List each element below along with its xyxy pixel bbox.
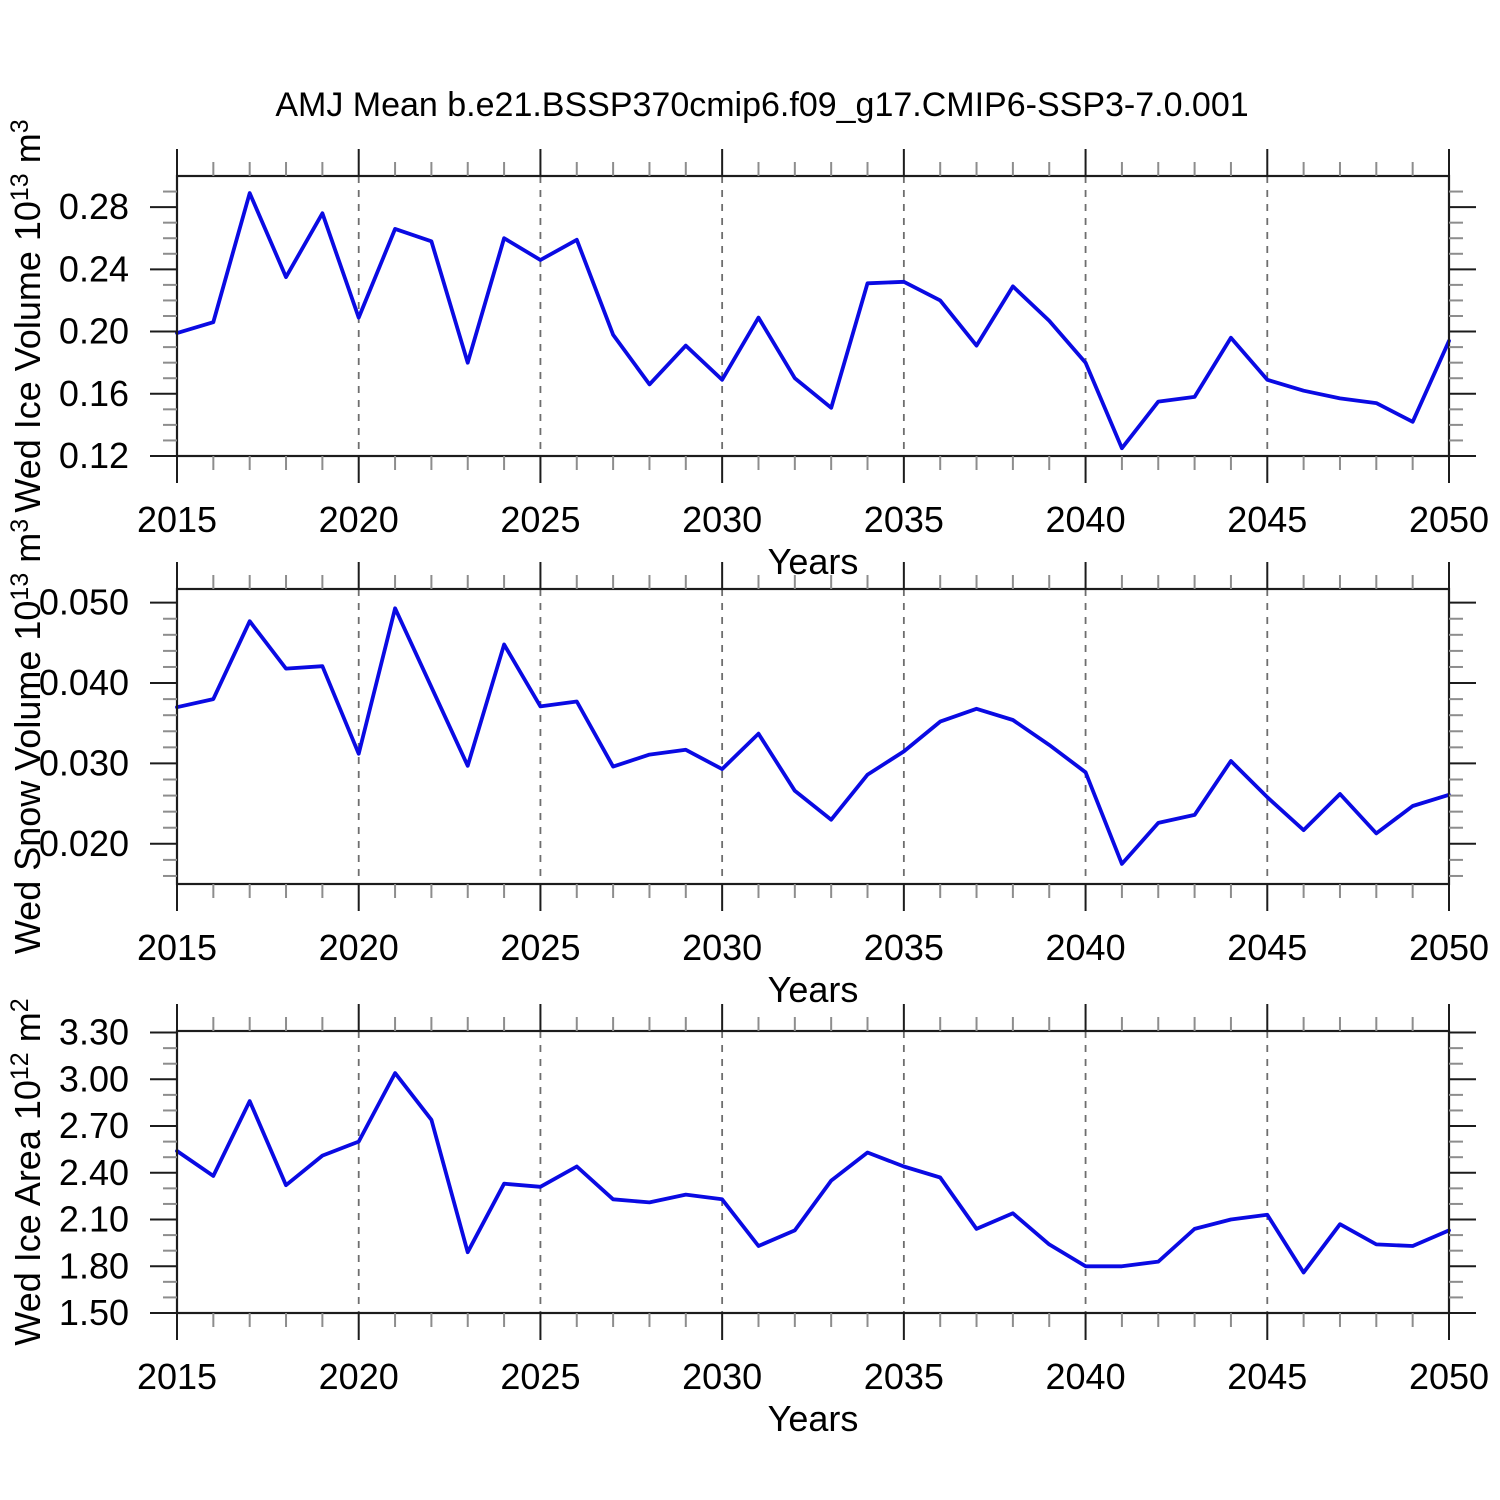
wed-ice-volume-frame	[175, 174, 1451, 458]
wed-ice-area-line	[175, 1071, 1451, 1275]
chart-title: AMJ Mean b.e21.BSSP370cmip6.f09_g17.CMIP…	[275, 86, 1249, 124]
y-tick-label: 1.50	[59, 1292, 129, 1333]
x-tick-label: 2040	[1046, 1356, 1126, 1397]
y-tick-label: 0.16	[59, 373, 129, 414]
panel-wed-ice-area: 2015 2020 2025 2030 2035 2040 2045 2050 1.50 1.80…	[6, 998, 1489, 1439]
y-tick-label: 0.20	[59, 311, 129, 352]
wed-snow-volume-frame	[175, 587, 1451, 886]
y-tick-label: 2.40	[59, 1152, 129, 1193]
x-tick-label: 2050	[1409, 927, 1489, 968]
y-tick-label: 0.28	[59, 186, 129, 227]
x-tick-label: 2030	[682, 927, 762, 968]
x-tick-label: 2045	[1227, 1356, 1307, 1397]
x-tick-label: 2045	[1227, 499, 1307, 540]
wed-ice-area-frame	[175, 1029, 1451, 1315]
x-tick-label: 2015	[137, 499, 217, 540]
y-tick-label: 2.70	[59, 1105, 129, 1146]
y-tick-label: 1.80	[59, 1245, 129, 1286]
x-tick-label: 2020	[319, 927, 399, 968]
y-tick-label: 3.00	[59, 1058, 129, 1099]
wed-ice-volume-line	[175, 191, 1451, 451]
x-tick-label: 2020	[319, 1356, 399, 1397]
y-tick-label: 0.12	[59, 435, 129, 476]
y-axis-label: Wed Snow Volume 1013 m3	[6, 519, 48, 954]
x-tick-label: 2030	[682, 1356, 762, 1397]
x-tick-label: 2015	[137, 927, 217, 968]
x-tick-label: 2020	[319, 499, 399, 540]
y-axis-label: Wed Ice Area 1012 m2	[6, 998, 48, 1345]
x-tick-label: 2015	[137, 1356, 217, 1397]
wed-snow-volume-line	[175, 606, 1451, 866]
x-tick-label: 2030	[682, 499, 762, 540]
y-tick-label: 2.10	[59, 1199, 129, 1240]
x-tick-label: 2045	[1227, 927, 1307, 968]
x-axis-label: Years	[768, 541, 859, 582]
y-tick-label: 0.020	[39, 823, 129, 864]
panel-wed-ice-volume: 2015 2020 2025 2030 2035 2040 2045 2050 0.12 0.16…	[6, 119, 1489, 582]
y-tick-label: 0.050	[39, 582, 129, 623]
x-tick-label: 2025	[500, 499, 580, 540]
y-axis-label: Wed Ice Volume 1013 m3	[6, 119, 48, 512]
y-tick-label: 3.30	[59, 1012, 129, 1053]
panel-wed-snow-volume: 2015 2020 2025 2030 2035 2040 2045 2050 0.020 0.0…	[6, 519, 1489, 1010]
y-tick-label: 0.24	[59, 248, 129, 289]
x-tick-label: 2025	[500, 1356, 580, 1397]
x-axis-label: Years	[768, 1398, 859, 1439]
x-tick-label: 2050	[1409, 499, 1489, 540]
x-tick-label: 2035	[864, 927, 944, 968]
x-tick-label: 2040	[1046, 499, 1126, 540]
y-tick-label: 0.030	[39, 742, 129, 783]
x-axis-label: Years	[768, 969, 859, 1010]
x-tick-label: 2025	[500, 927, 580, 968]
x-tick-label: 2040	[1046, 927, 1126, 968]
y-tick-label: 0.040	[39, 662, 129, 703]
x-tick-label: 2035	[864, 499, 944, 540]
x-tick-label: 2050	[1409, 1356, 1489, 1397]
x-tick-label: 2035	[864, 1356, 944, 1397]
